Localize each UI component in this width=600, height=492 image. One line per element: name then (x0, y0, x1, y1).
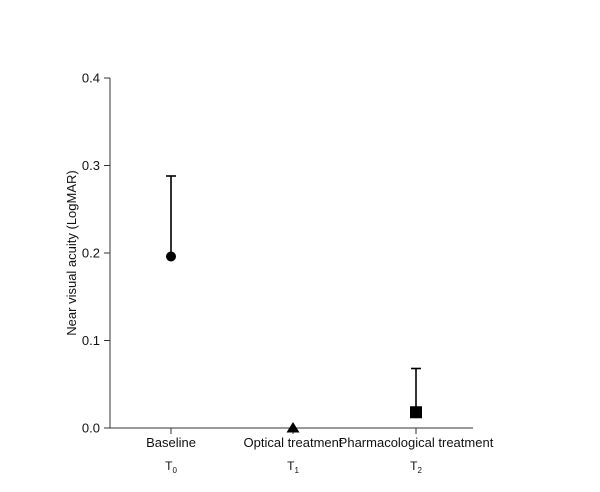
x-tick-sublabel: T2 (410, 459, 422, 475)
sublabel-index: 1 (294, 466, 299, 475)
x-tick-label: Baseline (146, 435, 196, 450)
x-tick-sublabel: T1 (287, 459, 299, 475)
sublabel-letter: T (410, 459, 418, 473)
data-point-circle (166, 251, 176, 262)
sublabel-letter: T (165, 459, 173, 473)
axes (109, 78, 473, 429)
y-tick-label: 0.3 (82, 158, 100, 173)
sublabel-index: 2 (417, 466, 422, 475)
y-ticks: 0.0 0.1 0.2 0.3 0.4 (82, 71, 110, 436)
x-tick-label: Pharmacological treatment (339, 435, 494, 450)
data-point-square (410, 406, 422, 419)
y-tick-label: 0.2 (82, 246, 100, 261)
y-tick-label: 0.4 (82, 71, 100, 86)
y-axis-title: Near visual acuity (LogMAR) (64, 170, 79, 335)
y-tick-label: 0.1 (82, 333, 100, 348)
sublabel-letter: T (287, 459, 295, 473)
data-series (166, 175, 422, 433)
data-point-triangle (286, 422, 300, 433)
x-tick-label: Optical treatment (244, 435, 343, 450)
sublabel-index: 0 (172, 466, 177, 475)
x-tick-sublabel: T0 (165, 459, 177, 475)
y-tick-label: 0.0 (82, 421, 100, 436)
